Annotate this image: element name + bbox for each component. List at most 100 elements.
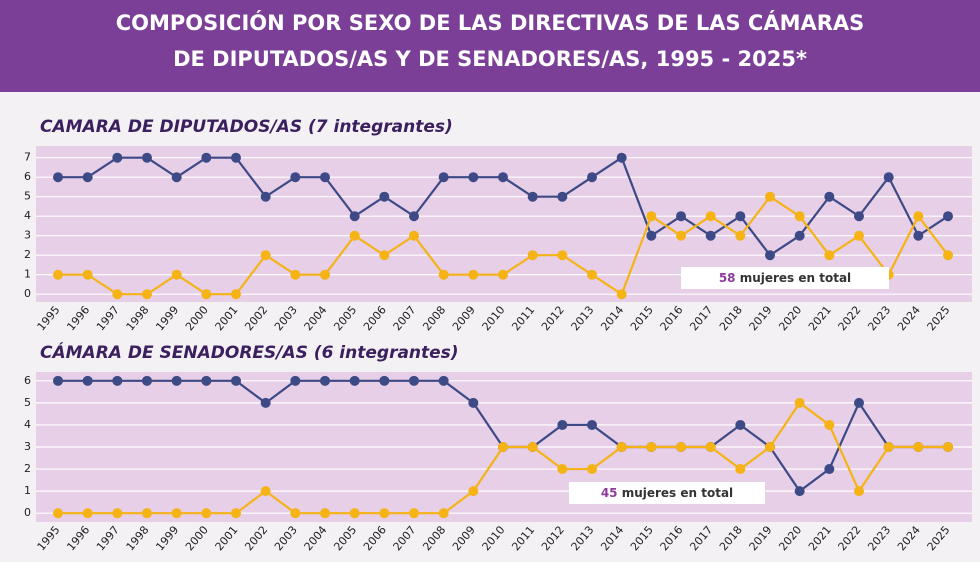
- point: [765, 191, 775, 202]
- annotation-text: mujeres en total: [622, 486, 733, 500]
- point: [854, 486, 864, 497]
- x-tick-label: 2009: [450, 304, 478, 334]
- x-tick-label: 2000: [183, 304, 211, 334]
- x-tick-label: 2022: [836, 524, 864, 554]
- y-tick-label: 7: [24, 151, 31, 164]
- annotation: 58 mujeres en total: [719, 271, 851, 285]
- point: [468, 397, 479, 408]
- y-tick-label: 5: [24, 396, 31, 409]
- point: [82, 375, 93, 386]
- point: [53, 508, 63, 519]
- point: [676, 211, 686, 222]
- point: [231, 289, 241, 300]
- point: [171, 269, 182, 280]
- x-tick-label: 2021: [806, 304, 834, 334]
- x-tick-label: 2004: [302, 524, 330, 554]
- point: [438, 508, 449, 519]
- point: [587, 464, 597, 475]
- point: [616, 152, 627, 163]
- point: [735, 464, 746, 475]
- y-tick-label: 1: [24, 268, 31, 281]
- point: [913, 230, 924, 241]
- point: [943, 250, 953, 261]
- point: [646, 211, 657, 222]
- point: [557, 419, 568, 430]
- x-tick-label: 2017: [687, 304, 715, 334]
- point: [290, 508, 301, 519]
- point: [379, 191, 390, 202]
- point: [201, 152, 212, 163]
- point: [468, 269, 479, 280]
- point: [646, 230, 657, 241]
- x-tick-label: 2001: [213, 304, 241, 334]
- annotation-count: 58: [719, 271, 736, 285]
- x-tick-label: 2016: [658, 304, 686, 334]
- point: [527, 191, 538, 202]
- y-tick-label: 0: [24, 287, 31, 300]
- point: [290, 172, 301, 183]
- x-tick-label: 2011: [509, 524, 537, 554]
- point: [260, 486, 271, 497]
- point: [112, 289, 123, 300]
- point: [142, 289, 152, 300]
- y-tick-label: 6: [24, 170, 31, 183]
- x-tick-label: 2015: [628, 304, 656, 334]
- point: [409, 230, 419, 241]
- x-tick-label: 1999: [153, 304, 181, 334]
- x-tick-label: 2021: [806, 524, 834, 554]
- point: [320, 172, 330, 183]
- x-tick-label: 2003: [272, 524, 300, 554]
- x-tick-label: 2022: [836, 304, 864, 334]
- point: [735, 419, 746, 430]
- y-tick-label: 0: [24, 506, 31, 519]
- annotation-text: mujeres en total: [740, 271, 851, 285]
- x-tick-label: 1997: [94, 524, 122, 554]
- point: [883, 442, 894, 452]
- point: [112, 508, 123, 519]
- x-tick-label: 2010: [480, 524, 508, 554]
- point: [587, 419, 597, 430]
- point: [349, 230, 360, 241]
- x-tick-label: 1998: [124, 304, 152, 334]
- point: [616, 289, 627, 300]
- x-tick-label: 2007: [391, 304, 419, 334]
- point: [53, 172, 63, 183]
- point: [498, 269, 508, 280]
- x-tick-label: 2012: [539, 304, 567, 334]
- x-tick-label: 2011: [509, 304, 537, 334]
- x-tick-label: 2005: [331, 304, 359, 334]
- x-tick-label: 2010: [480, 304, 508, 334]
- point: [409, 508, 419, 519]
- point: [379, 508, 390, 519]
- point: [260, 397, 271, 408]
- point: [824, 464, 835, 475]
- point: [379, 375, 390, 386]
- x-tick-label: 2012: [539, 524, 567, 554]
- annotation-box: [681, 267, 889, 289]
- point: [794, 486, 805, 497]
- chart-subtitle: CAMARA DE DIPUTADOS/AS (7 integrantes): [40, 117, 453, 137]
- x-tick-label: 2005: [331, 524, 359, 554]
- x-tick-label: 2004: [302, 304, 330, 334]
- point: [646, 442, 657, 452]
- x-tick-label: 2017: [687, 524, 715, 554]
- point: [320, 508, 330, 519]
- x-tick-label: 1997: [94, 304, 122, 334]
- x-tick-label: 2001: [213, 524, 241, 554]
- point: [82, 269, 93, 280]
- x-tick-label: 2008: [420, 524, 448, 554]
- point: [438, 269, 449, 280]
- point: [676, 230, 686, 241]
- point: [527, 442, 538, 452]
- y-tick-label: 2: [24, 462, 31, 475]
- point: [527, 250, 538, 261]
- point: [349, 508, 360, 519]
- header-band: [0, 0, 980, 92]
- point: [705, 211, 716, 222]
- point: [587, 172, 597, 183]
- point: [557, 250, 568, 261]
- x-tick-label: 1996: [64, 524, 92, 554]
- point: [112, 152, 123, 163]
- point: [349, 211, 360, 222]
